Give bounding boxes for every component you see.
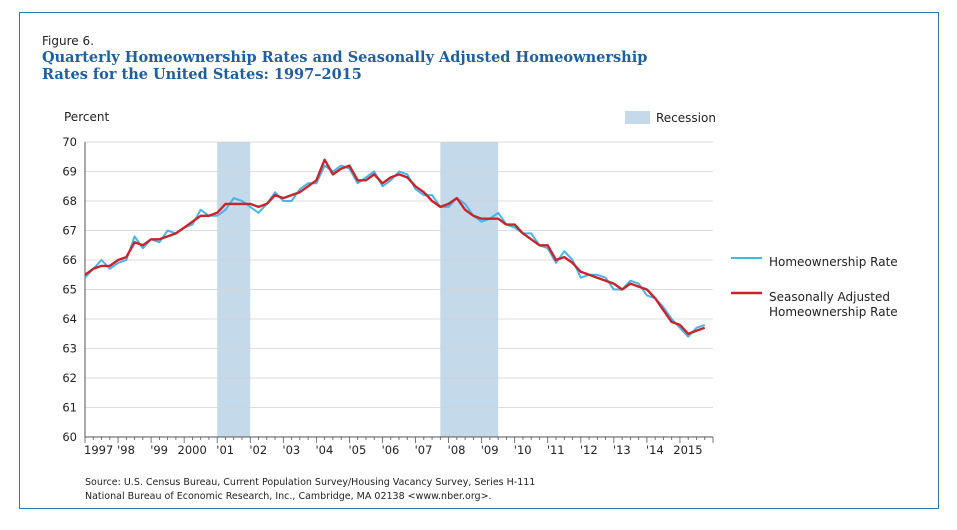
legend-label-seasonally-adjusted-rate-line-2: Homeownership Rate (769, 305, 898, 319)
recession-legend-label: Recession (656, 111, 716, 125)
y-tick-label-70: 70 (62, 135, 77, 149)
x-tick-label-2002: '02 (249, 443, 267, 457)
chart-title: Quarterly Homeownership Rates and Season… (42, 49, 742, 83)
recession-legend-swatch (625, 111, 650, 124)
x-tick-label-2009: '09 (481, 443, 499, 457)
x-tick-label-2013: '13 (613, 443, 631, 457)
x-tick-label-2008: '08 (448, 443, 466, 457)
x-tick-label-2001: '01 (216, 443, 234, 457)
y-tick-label-66: 66 (62, 253, 77, 267)
x-tick-label-2012: '12 (580, 443, 598, 457)
legend-label-homeownership-rate-line-1: Homeownership Rate (769, 255, 898, 269)
y-axis-label: Percent (64, 110, 110, 124)
x-tick-label-1997: 1997 (84, 443, 113, 457)
legend-label-seasonally-adjusted-rate-line-1: Seasonally Adjusted (769, 290, 890, 304)
chart-title-line-1: Quarterly Homeownership Rates and Season… (42, 49, 648, 66)
x-tick-label-2006: '06 (382, 443, 400, 457)
x-tick-label-2003: '03 (282, 443, 300, 457)
y-tick-label-69: 69 (62, 165, 77, 179)
source-line-1: Source: U.S. Census Bureau, Current Popu… (85, 477, 536, 488)
y-tick-label-67: 67 (62, 224, 77, 238)
x-tick-label-2005: '05 (349, 443, 367, 457)
x-tick-label-2014: '14 (646, 443, 664, 457)
y-tick-label-60: 60 (62, 430, 77, 444)
x-tick-label-2011: '11 (547, 443, 565, 457)
x-tick-label-2007: '07 (415, 443, 433, 457)
y-tick-label-64: 64 (62, 312, 77, 326)
x-tick-label-1999: '99 (150, 443, 168, 457)
chart-title-line-2: Rates for the United States: 1997–2015 (42, 66, 362, 83)
source-line-2: National Bureau of Economic Research, In… (85, 491, 492, 502)
figure-label: Figure 6. (42, 34, 94, 48)
y-tick-label-63: 63 (62, 342, 77, 356)
y-tick-label-62: 62 (62, 371, 77, 385)
seasonally-adjusted-rate-line (84, 158, 706, 335)
x-tick-label-2015: 2015 (673, 443, 702, 457)
x-tick-label-2000: 2000 (178, 443, 207, 457)
homeownership-rate-line (84, 164, 706, 338)
x-tick-label-2004: '04 (315, 443, 333, 457)
x-tick-label-1998: '98 (117, 443, 135, 457)
x-tick-label-2010: '10 (514, 443, 532, 457)
y-tick-label-68: 68 (62, 194, 77, 208)
source-note: Source: U.S. Census Bureau, Current Popu… (85, 476, 535, 504)
y-tick-label-65: 65 (62, 283, 77, 297)
figure-frame (19, 12, 939, 509)
y-tick-label-61: 61 (62, 401, 77, 415)
